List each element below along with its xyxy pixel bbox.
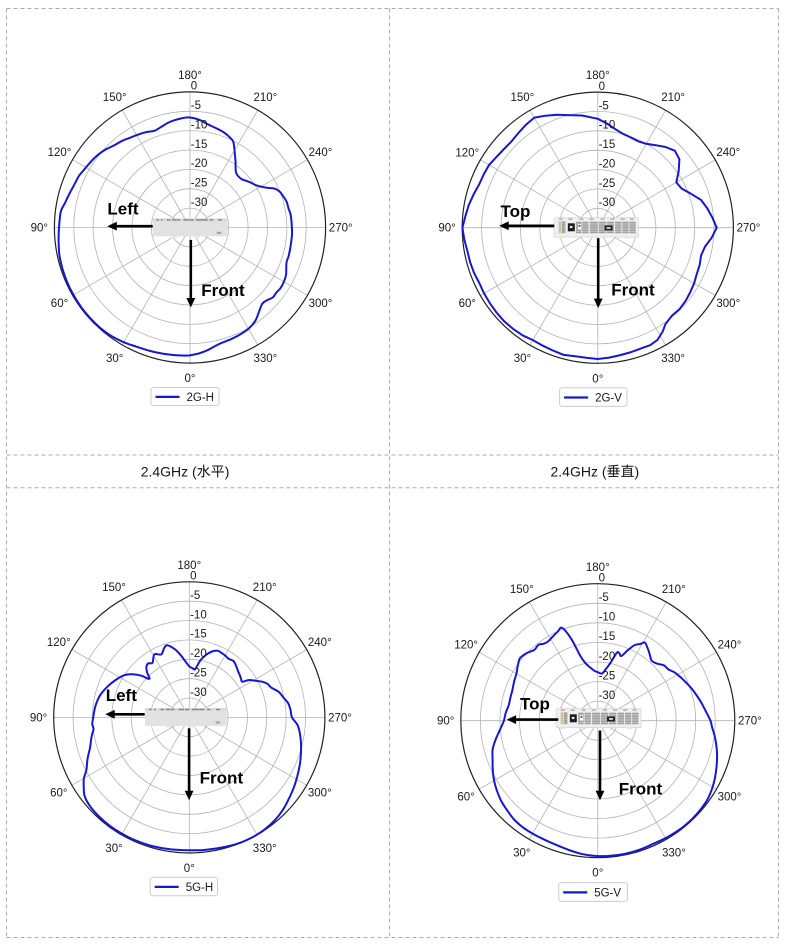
svg-text:-10: -10 <box>191 119 208 131</box>
svg-text:-15: -15 <box>190 629 207 641</box>
svg-text:60°: 60° <box>50 788 67 800</box>
svg-text:90°: 90° <box>437 716 454 728</box>
svg-text:Front: Front <box>619 780 663 799</box>
svg-text:270°: 270° <box>328 712 352 724</box>
svg-text:300°: 300° <box>308 788 332 800</box>
svg-text:180°: 180° <box>586 562 610 574</box>
svg-text:): ) <box>635 463 640 479</box>
svg-text:30°: 30° <box>513 847 530 859</box>
svg-text:2G-H: 2G-H <box>187 392 214 404</box>
svg-text:150°: 150° <box>511 92 535 104</box>
svg-text:330°: 330° <box>662 847 686 859</box>
svg-text:-10: -10 <box>599 612 616 624</box>
svg-text:5G-H: 5G-H <box>186 882 213 894</box>
svg-text:300°: 300° <box>718 792 742 804</box>
svg-text:30°: 30° <box>105 843 122 855</box>
svg-text:210°: 210° <box>254 92 278 104</box>
svg-text:Left: Left <box>107 200 139 219</box>
svg-text:-25: -25 <box>190 668 207 680</box>
svg-text:2.4GHz (: 2.4GHz ( <box>551 463 607 479</box>
svg-text:-5: -5 <box>599 592 609 604</box>
svg-text:270°: 270° <box>738 716 762 728</box>
svg-text:210°: 210° <box>661 92 685 104</box>
svg-text:0°: 0° <box>592 868 603 880</box>
svg-text:Top: Top <box>501 202 531 221</box>
svg-text:2.4GHz (: 2.4GHz ( <box>141 463 197 479</box>
svg-text:0°: 0° <box>592 373 603 385</box>
svg-text:210°: 210° <box>253 582 277 594</box>
svg-text:0: 0 <box>599 81 605 93</box>
svg-text:180°: 180° <box>586 70 610 82</box>
svg-text:240°: 240° <box>309 147 333 159</box>
svg-text:120°: 120° <box>455 147 479 159</box>
svg-text:-30: -30 <box>191 197 208 209</box>
svg-text:180°: 180° <box>177 560 201 572</box>
svg-text:Front: Front <box>201 281 245 300</box>
svg-text:-25: -25 <box>599 178 616 190</box>
svg-text:240°: 240° <box>718 640 742 652</box>
svg-text:-25: -25 <box>191 178 208 190</box>
svg-text:-25: -25 <box>599 670 616 682</box>
svg-text:150°: 150° <box>103 92 127 104</box>
svg-text:Front: Front <box>611 281 655 300</box>
svg-text:240°: 240° <box>716 147 740 159</box>
svg-text:0: 0 <box>599 573 605 585</box>
svg-text:-20: -20 <box>599 158 616 170</box>
svg-text:-10: -10 <box>190 609 207 621</box>
svg-text:300°: 300° <box>309 298 333 310</box>
svg-text:-5: -5 <box>599 100 609 112</box>
svg-text:30°: 30° <box>106 353 123 365</box>
svg-text:180°: 180° <box>178 70 202 82</box>
svg-text:0°: 0° <box>185 373 196 385</box>
svg-text:60°: 60° <box>459 298 476 310</box>
svg-text:330°: 330° <box>254 353 278 365</box>
svg-text:-30: -30 <box>599 197 616 209</box>
svg-text:270°: 270° <box>737 223 761 235</box>
svg-text:-15: -15 <box>599 631 616 643</box>
svg-text:300°: 300° <box>716 298 740 310</box>
svg-text:240°: 240° <box>308 637 332 649</box>
svg-text:30°: 30° <box>514 353 531 365</box>
svg-text:90°: 90° <box>438 223 455 235</box>
svg-text:90°: 90° <box>31 222 48 234</box>
svg-text:Front: Front <box>200 769 244 788</box>
svg-text:120°: 120° <box>47 637 71 649</box>
svg-text:): ) <box>225 463 230 479</box>
svg-text:0: 0 <box>191 81 197 93</box>
svg-text:-15: -15 <box>191 139 208 151</box>
svg-text:-10: -10 <box>599 120 616 132</box>
svg-text:Left: Left <box>106 686 138 705</box>
svg-text:-30: -30 <box>599 690 616 702</box>
svg-text:5G-V: 5G-V <box>594 887 621 899</box>
svg-text:90°: 90° <box>30 712 47 724</box>
svg-text:-30: -30 <box>190 687 207 699</box>
svg-text:Top: Top <box>520 695 550 714</box>
svg-text:60°: 60° <box>51 298 68 310</box>
svg-text:-20: -20 <box>190 648 207 660</box>
svg-text:330°: 330° <box>253 843 277 855</box>
svg-text:150°: 150° <box>510 584 534 596</box>
svg-text:2G-V: 2G-V <box>595 392 622 404</box>
svg-text:-20: -20 <box>599 651 616 663</box>
svg-text:-15: -15 <box>599 139 616 151</box>
svg-text:0: 0 <box>190 571 196 583</box>
svg-text:-5: -5 <box>191 100 201 112</box>
svg-text:150°: 150° <box>102 582 126 594</box>
svg-text:60°: 60° <box>457 792 474 804</box>
svg-text:330°: 330° <box>661 353 685 365</box>
svg-text:0°: 0° <box>184 863 195 875</box>
svg-text:120°: 120° <box>48 147 72 159</box>
svg-text:210°: 210° <box>662 584 686 596</box>
svg-text:-5: -5 <box>190 590 200 602</box>
svg-text:120°: 120° <box>454 640 478 652</box>
svg-text:-20: -20 <box>191 158 208 170</box>
svg-text:270°: 270° <box>329 222 353 234</box>
